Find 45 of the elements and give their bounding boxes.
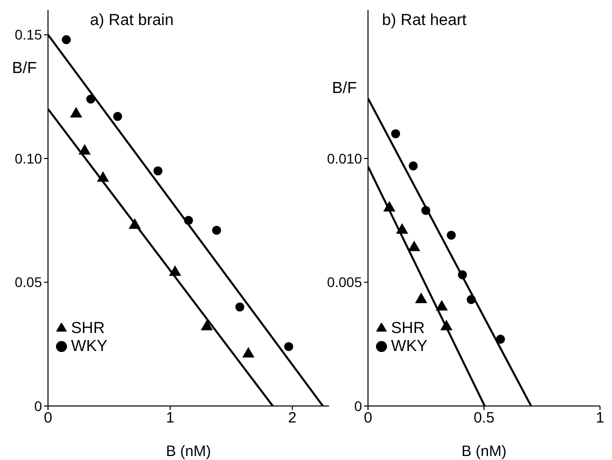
point	[212, 226, 222, 235]
x-tick-label: 2	[288, 410, 297, 427]
point	[446, 230, 456, 240]
point	[242, 347, 254, 358]
legend-label: WKY	[391, 338, 428, 355]
point	[128, 218, 141, 229]
point	[383, 200, 396, 212]
x-axis-title: B (nM)	[166, 443, 212, 460]
legend-label: SHR	[71, 320, 105, 337]
legend-label: WKY	[71, 338, 108, 355]
point	[113, 112, 122, 121]
point	[458, 270, 467, 280]
y-tick-label: 0	[34, 398, 42, 414]
y-tick-label: 0	[354, 398, 362, 414]
y-axis-title: B/F	[332, 80, 357, 98]
point	[153, 166, 162, 176]
point	[200, 320, 213, 330]
chart-title: a) Rat brain	[90, 12, 174, 30]
point	[96, 171, 110, 182]
x-tick-label: 1	[166, 410, 174, 427]
point	[440, 320, 452, 330]
y-tick-label: 0.005	[326, 274, 362, 290]
point	[421, 206, 430, 215]
y-tick-label: 0.05	[14, 274, 42, 290]
y-tick-label: 0.010	[326, 150, 362, 166]
x-tick-label: 0.5	[474, 410, 494, 427]
point	[168, 265, 182, 276]
legend-label: SHR	[391, 320, 425, 337]
point	[391, 129, 400, 138]
chart-title: b) Rat heart	[382, 12, 466, 30]
point	[235, 302, 244, 312]
point	[408, 161, 418, 170]
y-tick-label: 0.15	[14, 26, 42, 43]
y-tick-label: 0.10	[14, 150, 42, 166]
point	[86, 94, 96, 104]
point	[78, 144, 91, 155]
x-axis-title: B (nM)	[462, 443, 507, 460]
point	[184, 216, 194, 225]
point	[436, 300, 448, 311]
point	[62, 35, 71, 44]
point	[408, 240, 420, 252]
y-axis-title: B/F	[12, 60, 37, 78]
point	[415, 292, 428, 304]
x-tick-label: 1	[596, 410, 604, 427]
point	[396, 223, 408, 234]
